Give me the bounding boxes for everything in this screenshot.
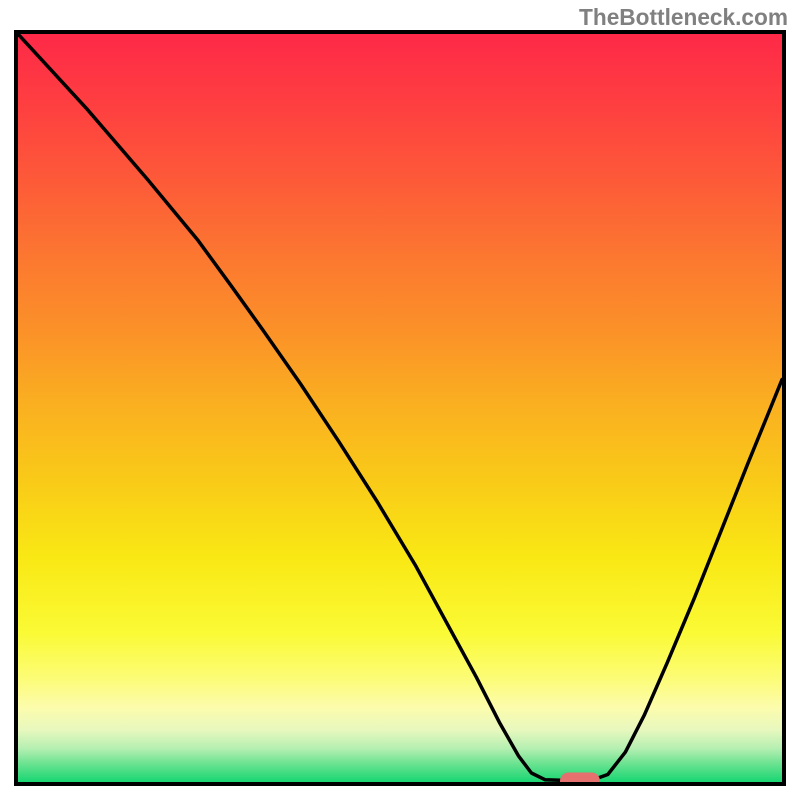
watermark-text: TheBottleneck.com [579, 4, 788, 31]
plot-frame [14, 30, 786, 786]
optimal-point-marker [560, 772, 600, 786]
chart-container: TheBottleneck.com [0, 0, 800, 800]
bottleneck-curve [18, 34, 782, 782]
